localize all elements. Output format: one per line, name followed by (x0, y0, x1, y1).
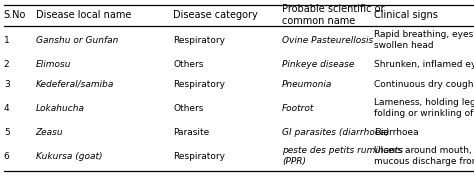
Text: 2: 2 (4, 60, 9, 69)
Text: peste des petits ruminants
(PPR): peste des petits ruminants (PPR) (282, 146, 403, 166)
Text: 1: 1 (4, 36, 9, 45)
Text: Pinkeye disease: Pinkeye disease (282, 60, 355, 69)
Text: Clinical signs: Clinical signs (374, 11, 438, 20)
Text: Others: Others (173, 60, 203, 69)
Text: Parasite: Parasite (173, 128, 209, 137)
Text: 5: 5 (4, 128, 9, 137)
Text: S.No: S.No (4, 11, 26, 20)
Text: 6: 6 (4, 152, 9, 161)
Text: Elimosu: Elimosu (36, 60, 71, 69)
Text: Ganshu or Gunfan: Ganshu or Gunfan (36, 36, 118, 45)
Text: Diarrhoea: Diarrhoea (374, 128, 419, 137)
Text: Disease category: Disease category (173, 11, 258, 20)
Text: Kedeferal/samiba: Kedeferal/samiba (36, 80, 114, 89)
Text: GI parasites (diarrhoea): GI parasites (diarrhoea) (282, 128, 390, 137)
Text: Ulcers around mouth, diarrhoea,
mucous discharge from nose: Ulcers around mouth, diarrhoea, mucous d… (374, 146, 474, 166)
Text: Zeasu: Zeasu (36, 128, 63, 137)
Text: Rapid breathing, eyes watering,
swollen head: Rapid breathing, eyes watering, swollen … (374, 30, 474, 50)
Text: Lameness, holding leg up in air,
folding or wrinkling of skin of a leg: Lameness, holding leg up in air, folding… (374, 98, 474, 118)
Text: 3: 3 (4, 80, 9, 89)
Text: Pneumonia: Pneumonia (282, 80, 332, 89)
Text: Disease local name: Disease local name (36, 11, 131, 20)
Text: Ovine Pasteurellosis: Ovine Pasteurellosis (282, 36, 374, 45)
Text: Shrunken, inflamed eyes: Shrunken, inflamed eyes (374, 60, 474, 69)
Text: Probable scientific or
common name: Probable scientific or common name (282, 5, 384, 27)
Text: Kukursa (goat): Kukursa (goat) (36, 152, 102, 161)
Text: Respiratory: Respiratory (173, 152, 225, 161)
Text: Continuous dry cough: Continuous dry cough (374, 80, 474, 89)
Text: Respiratory: Respiratory (173, 36, 225, 45)
Text: Lokahucha: Lokahucha (36, 104, 84, 113)
Text: Others: Others (173, 104, 203, 113)
Text: Footrot: Footrot (282, 104, 314, 113)
Text: 4: 4 (4, 104, 9, 113)
Text: Respiratory: Respiratory (173, 80, 225, 89)
